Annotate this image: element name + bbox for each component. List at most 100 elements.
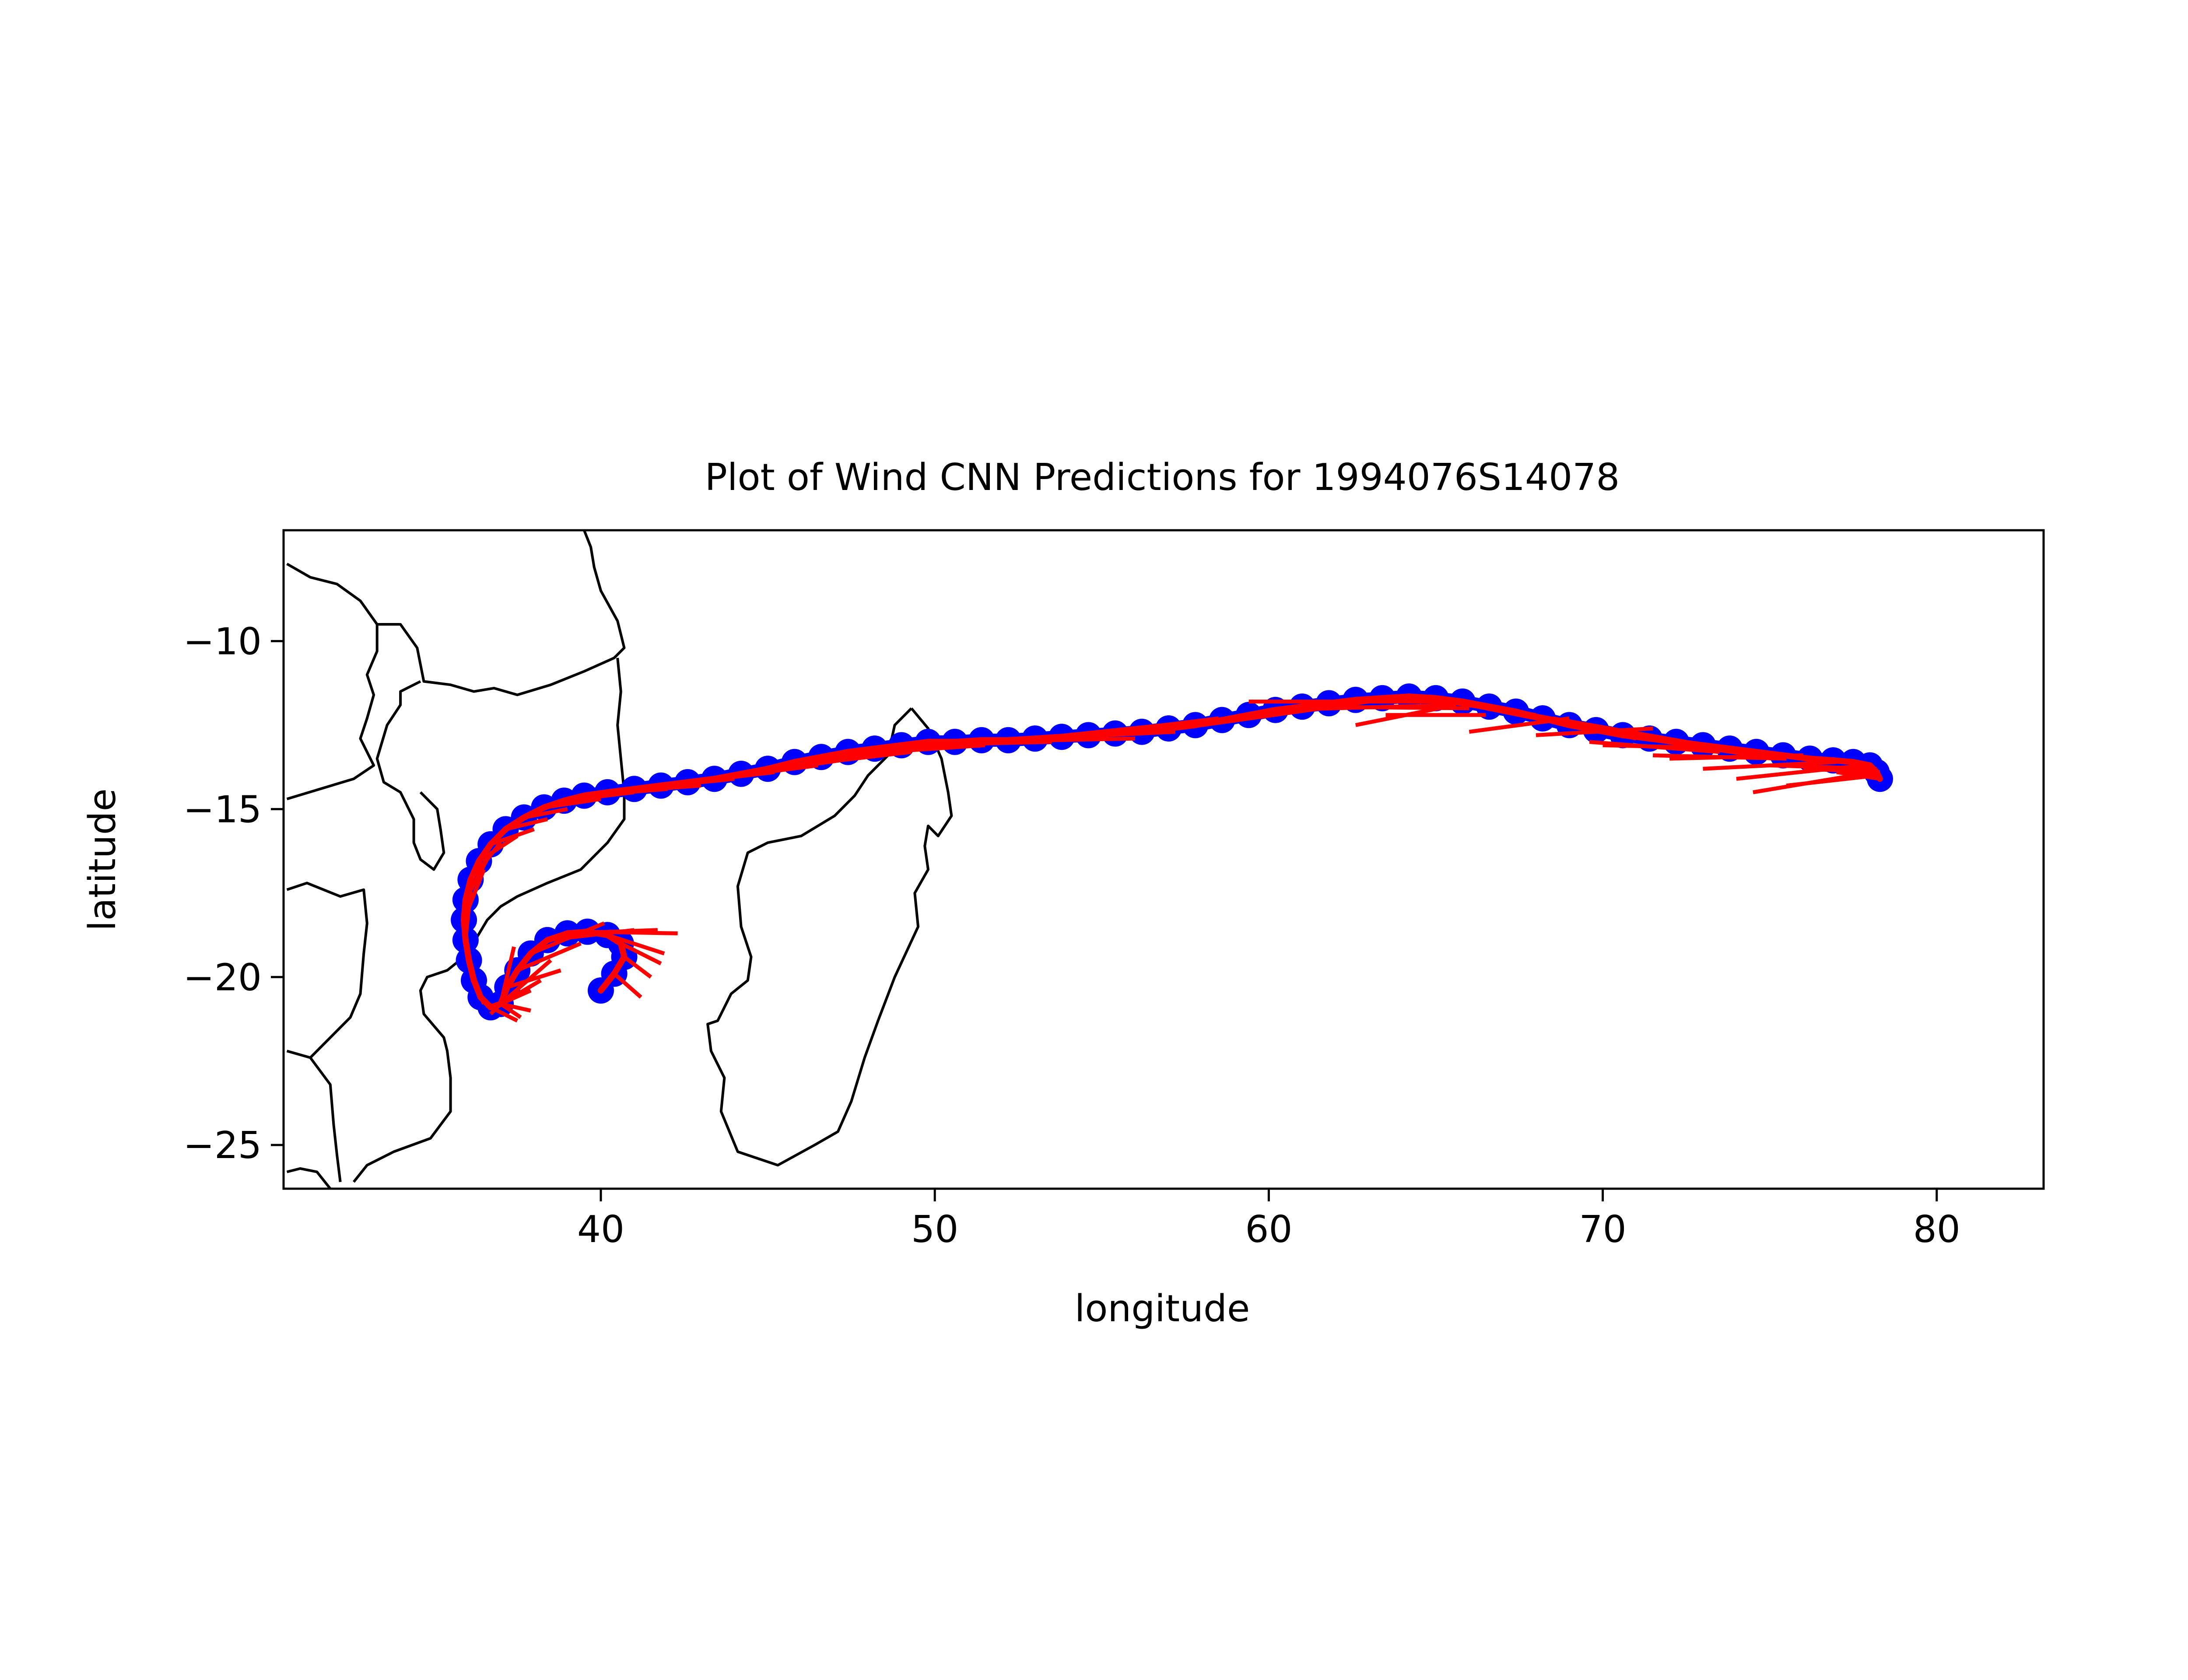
prediction-segment: [1379, 693, 1412, 701]
prediction-segment: [611, 954, 628, 977]
prediction-segment: [1620, 732, 1653, 742]
prediction-segment: [845, 746, 878, 755]
prediction-segment: [514, 950, 534, 973]
prediction-segment: [658, 779, 691, 789]
coastline: [377, 530, 626, 696]
prediction-segment: [461, 917, 469, 943]
coastline: [286, 563, 379, 801]
prediction-segment: [871, 742, 905, 752]
prediction-segment: [1299, 700, 1332, 710]
prediction-segment: [764, 759, 798, 772]
prediction-segment: [561, 792, 587, 804]
prediction-segment: [466, 957, 477, 984]
prediction-segment: [738, 766, 771, 777]
prediction-segment: [834, 743, 985, 757]
prediction-segment: [581, 789, 611, 799]
prediction-segment: [1059, 732, 1092, 740]
y-tick-label: −10: [183, 620, 262, 663]
prediction-segment: [1566, 722, 1599, 733]
prediction-segment: [684, 776, 718, 785]
prediction-segment: [490, 1005, 519, 1023]
x-tick-label: 60: [1245, 1208, 1292, 1251]
prediction-segment: [1700, 742, 1733, 752]
prediction-segment: [631, 782, 664, 792]
prediction-segment: [1433, 695, 1466, 705]
prediction-segment: [818, 749, 851, 760]
y-axis-ticks: −10 −15 −20 −25: [183, 620, 284, 1167]
prediction-segment: [1005, 735, 1038, 743]
prediction-segment: [1032, 734, 1065, 742]
prediction-segment: [1165, 722, 1199, 732]
prediction-segment: [1539, 715, 1573, 728]
y-tick-label: −20: [183, 956, 262, 999]
axes-frame: [282, 529, 2045, 1190]
prediction-segment: [544, 930, 571, 943]
prediction-segment: [1806, 756, 1837, 763]
x-tick-label: 50: [911, 1208, 958, 1251]
coastline: [706, 707, 953, 1167]
x-tick-label: 80: [1913, 1208, 1960, 1251]
prediction-segment: [1593, 727, 1626, 738]
prediction-segment: [768, 750, 912, 771]
prediction-segment: [598, 970, 617, 994]
prediction-segment: [791, 754, 824, 765]
prediction-segment: [952, 737, 985, 745]
prediction-segment: [1836, 770, 1880, 781]
prediction-segment: [1486, 704, 1519, 715]
prediction-segment: [1219, 712, 1252, 723]
prediction-segment: [516, 942, 582, 973]
prediction-segment: [1753, 749, 1786, 759]
prediction-segment: [1272, 704, 1305, 713]
prediction-segment: [1245, 707, 1279, 718]
x-axis-ticks: 40 50 60 70 80: [577, 1189, 1960, 1251]
prediction-segment: [564, 928, 591, 937]
prediction-segment: [541, 798, 568, 811]
prediction-segment: [584, 928, 611, 938]
prediction-segment: [620, 942, 662, 966]
prediction-segment: [711, 770, 744, 782]
prediction-segment: [1703, 760, 1837, 771]
prediction-segment: [1459, 698, 1493, 710]
prediction-segment: [1803, 766, 1880, 774]
prediction-segment: [461, 896, 469, 923]
prediction-segment: [1873, 769, 1883, 782]
y-tick-label: −15: [183, 788, 262, 831]
prediction-segment: [487, 826, 509, 847]
prediction-segment: [898, 738, 931, 749]
y-tick-label: −25: [183, 1124, 262, 1167]
plot-area: [286, 530, 1893, 1189]
prediction-segment: [1780, 752, 1813, 762]
prediction-segment: [623, 955, 652, 979]
coastline: [309, 1057, 342, 1182]
prediction-segment: [1325, 696, 1359, 707]
prediction-segment: [527, 937, 551, 957]
prediction-segment: [462, 937, 472, 963]
prediction-segment: [1513, 708, 1546, 721]
prediction-segment: [502, 814, 527, 833]
prediction-segment: [462, 876, 474, 903]
prediction-segment: [506, 968, 561, 989]
x-tick-label: 40: [577, 1208, 624, 1251]
prediction-segment: [490, 827, 535, 847]
prediction-segment: [1646, 735, 1680, 745]
prediction-segment: [1726, 746, 1760, 755]
coastline: [375, 680, 445, 871]
prediction-segment: [1406, 693, 1439, 701]
prediction-segment: [467, 858, 482, 883]
prediction-segment: [1770, 763, 1877, 771]
coastline: [286, 1167, 332, 1189]
prediction-segment: [1352, 695, 1385, 703]
prediction-segment: [1673, 738, 1706, 749]
prediction-segment: [1830, 757, 1856, 765]
prediction-segment: [1139, 725, 1172, 735]
x-axis-label: longitude: [1075, 1287, 1250, 1330]
prediction-segment: [1112, 728, 1145, 737]
prediction-segment: [613, 972, 642, 999]
chart-title: Plot of Wind CNN Predictions for 1994076…: [705, 456, 1620, 499]
prediction-segment: [500, 1002, 531, 1013]
prediction-segment: [504, 967, 521, 990]
prediction-layer: [461, 693, 1883, 1023]
y-axis-label: latitude: [81, 788, 124, 931]
coastline: [286, 882, 368, 1059]
